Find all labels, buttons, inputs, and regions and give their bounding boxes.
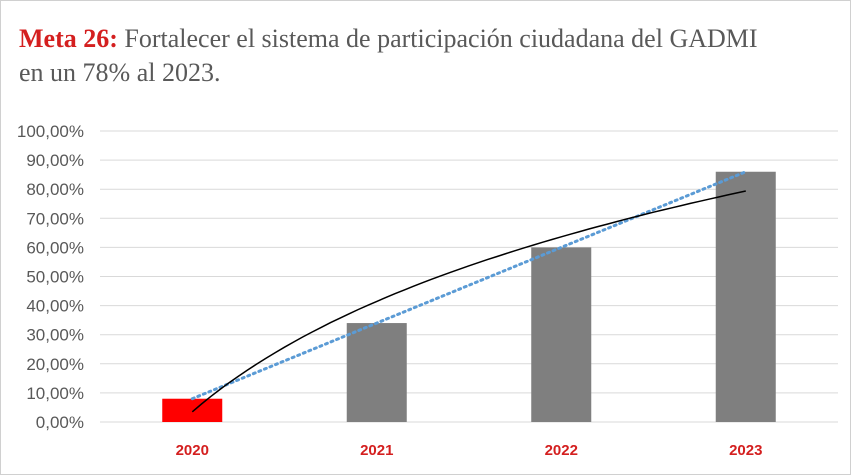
- y-tick-label: 100,00%: [17, 122, 84, 141]
- x-tick-label: 2021: [360, 442, 393, 459]
- chart-title: Meta 26: Fortalecer el sistema de partic…: [19, 22, 779, 90]
- x-tick-label: 2022: [545, 442, 578, 459]
- bar: [531, 247, 592, 422]
- y-axis-ticks: 0,00% 10,00% 20,00% 30,00% 40,00% 50,00% 60,00…: [17, 122, 84, 432]
- y-tick-label: 40,00%: [26, 297, 84, 316]
- y-tick-label: 20,00%: [26, 355, 84, 374]
- bars: [162, 171, 776, 422]
- x-tick-label: 2023: [729, 442, 762, 459]
- x-tick-label: 2020: [176, 442, 209, 459]
- y-tick-label: 60,00%: [26, 238, 84, 257]
- title-lead: Meta 26:: [19, 24, 118, 53]
- bar: [715, 171, 776, 422]
- y-tick-label: 10,00%: [26, 384, 84, 403]
- trendlines: [190, 170, 748, 413]
- linear-trendline: [190, 170, 748, 401]
- bar: [346, 323, 407, 422]
- y-tick-label: 0,00%: [36, 413, 84, 432]
- y-tick-label: 90,00%: [26, 151, 84, 170]
- logarithmic-trendline: [191, 190, 746, 413]
- gridlines: [100, 130, 838, 423]
- y-tick-label: 30,00%: [26, 326, 84, 345]
- x-axis-ticks: 2020 2021 2022 2023: [176, 442, 763, 459]
- bar: [162, 398, 223, 422]
- y-tick-label: 70,00%: [26, 209, 84, 228]
- y-tick-label: 80,00%: [26, 180, 84, 199]
- y-tick-label: 50,00%: [26, 268, 84, 287]
- title-text: Fortalecer el sistema de participación c…: [19, 24, 758, 87]
